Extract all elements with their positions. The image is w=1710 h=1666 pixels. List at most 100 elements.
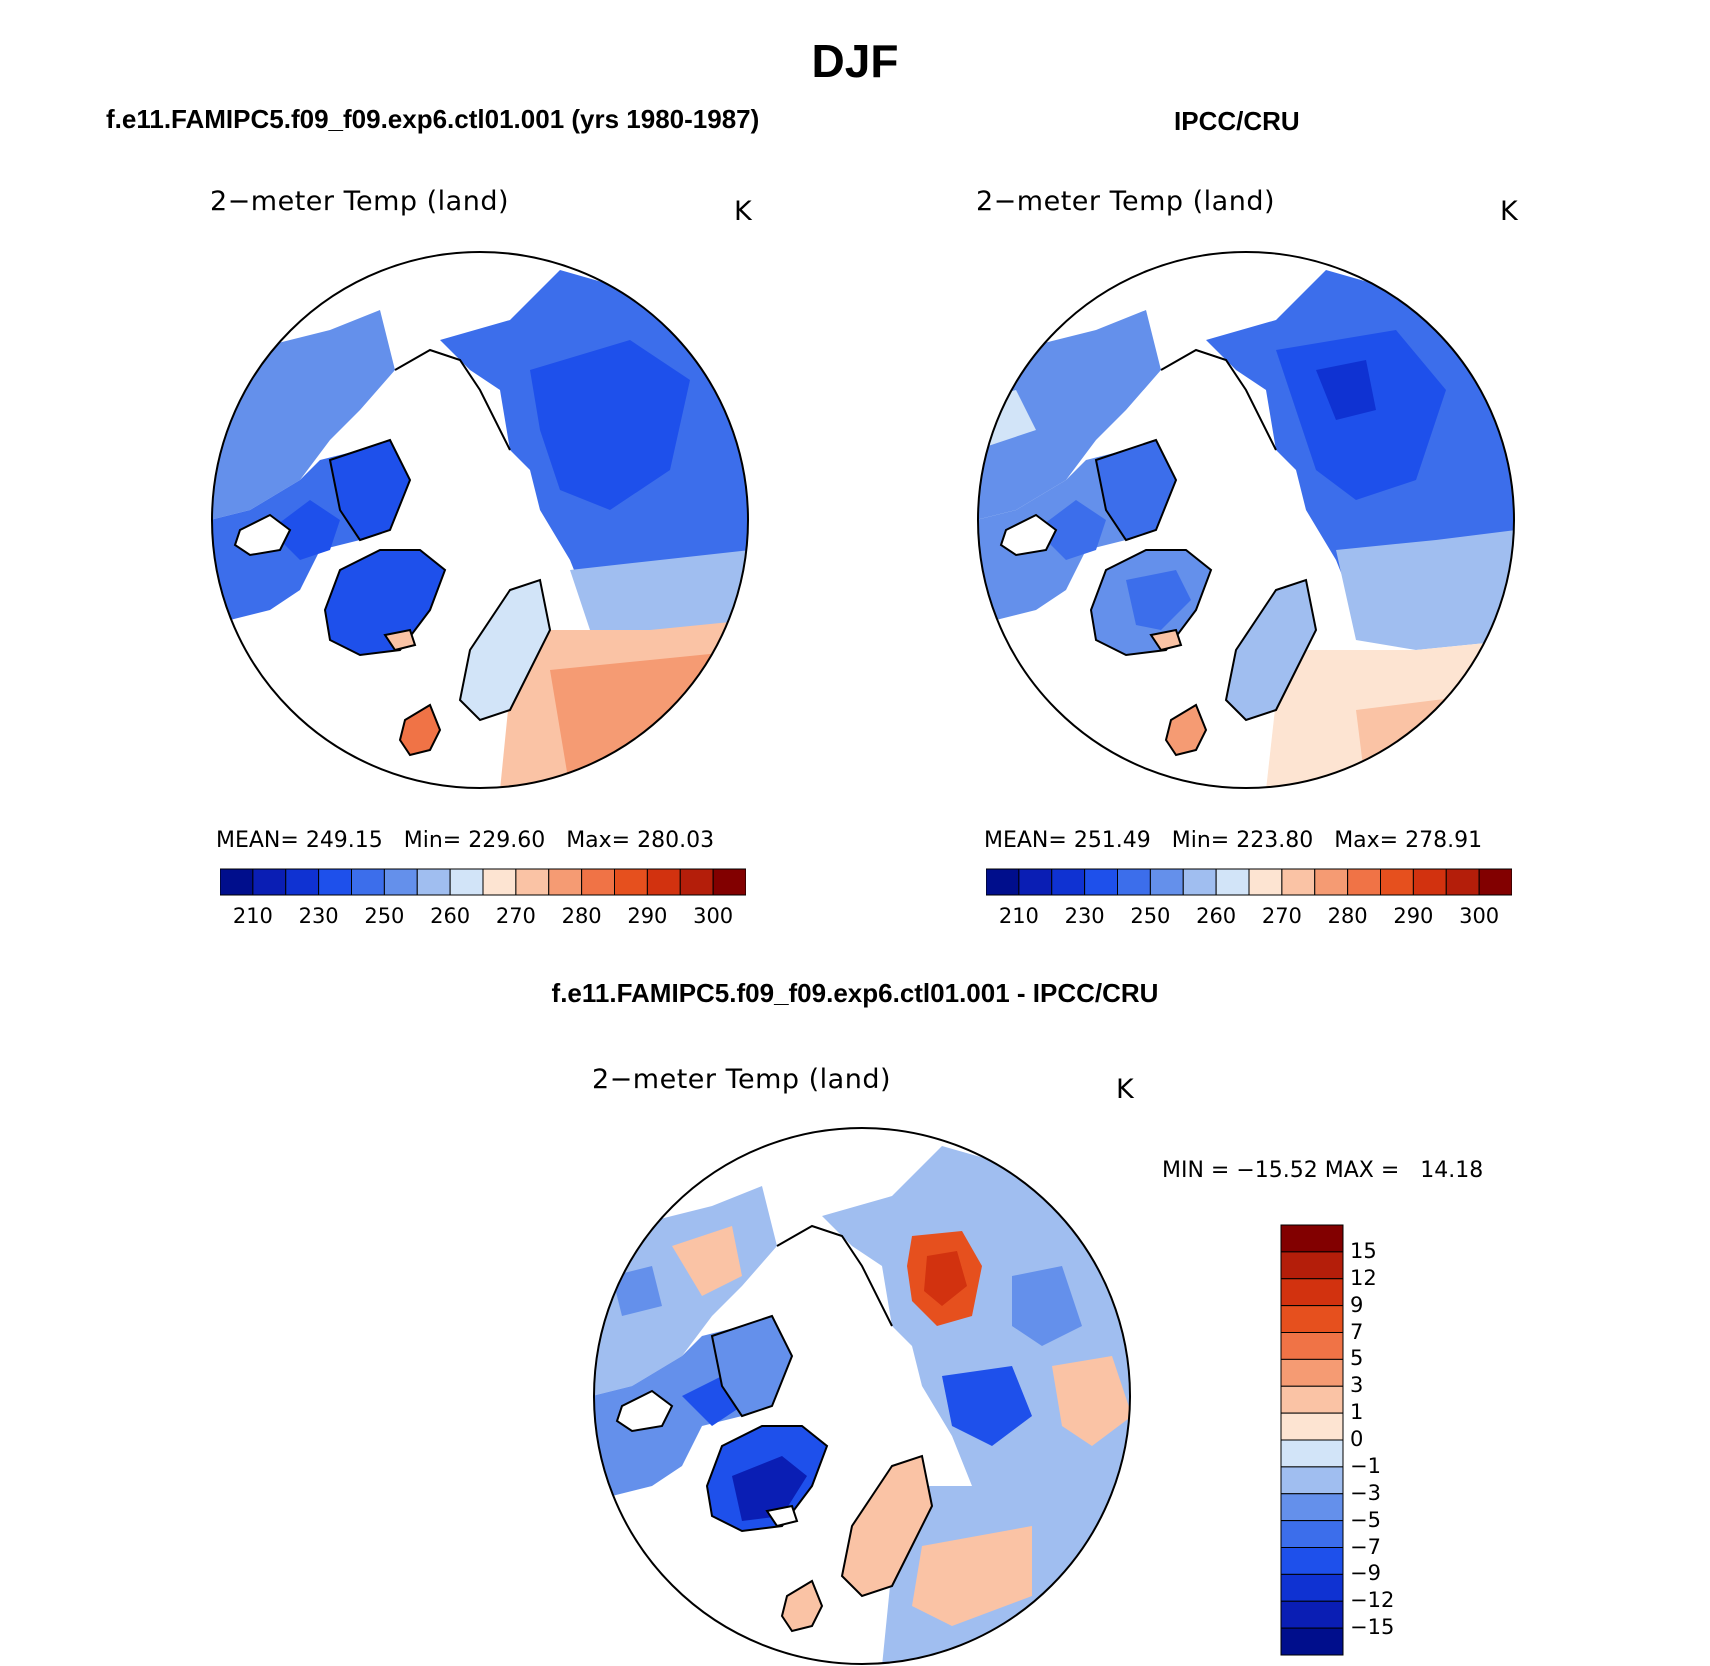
diff-colorbar-box	[1280, 1600, 1344, 1629]
model-variable-label: 2−meter Temp (land)	[210, 186, 509, 217]
obs-colorbar-box	[1051, 868, 1086, 896]
model-region-greenland	[323, 549, 447, 657]
diff-colorbar-box	[1280, 1278, 1344, 1307]
obs-colorbar-tick-label: 210	[998, 904, 1039, 928]
diff-colorbar	[1280, 1224, 1344, 1656]
model-colorbar-tick-label: 260	[430, 904, 471, 928]
diff-colorbar-box	[1280, 1305, 1344, 1334]
model-colorbar-box	[646, 868, 681, 896]
diff-colorbar-box	[1280, 1224, 1344, 1253]
diff-colorbar-box	[1280, 1493, 1344, 1522]
model-colorbar-box	[712, 868, 746, 896]
model-colorbar-box	[220, 868, 254, 896]
obs-colorbar-tick-label: 230	[1064, 904, 1105, 928]
model-colorbar-tick-label: 230	[298, 904, 339, 928]
diff-colorbar-box	[1280, 1251, 1344, 1280]
model-colorbar-box	[581, 868, 616, 896]
diff-colorbar-tick-label: −5	[1350, 1507, 1381, 1532]
diff-colorbar-tick-label: 5	[1350, 1346, 1364, 1371]
obs-colorbar	[986, 868, 1512, 896]
diff-units-label: K	[1116, 1074, 1135, 1105]
model-colorbar-tick-label: 290	[627, 904, 668, 928]
obs-colorbar-tick-label: 250	[1130, 904, 1171, 928]
diff-colorbar-box	[1280, 1439, 1344, 1468]
obs-colorbar-box	[1117, 868, 1151, 896]
diff-colorbar-tick-label: 9	[1350, 1292, 1364, 1317]
model-colorbar-tick-label: 300	[693, 904, 734, 928]
diff-colorbar-box	[1280, 1358, 1344, 1387]
model-colorbar-box	[614, 868, 648, 896]
diff-colorbar-tick-label: 7	[1350, 1319, 1364, 1344]
obs-colorbar-tick-label: 260	[1196, 904, 1237, 928]
diff-colorbar-tick-label: 15	[1350, 1238, 1377, 1263]
obs-polar-map	[977, 251, 1515, 789]
obs-colorbar-box	[1347, 868, 1382, 896]
obs-colorbar-box	[1182, 868, 1217, 896]
diff-colorbar-box	[1280, 1466, 1344, 1495]
diff-polar-map	[593, 1127, 1131, 1665]
obs-colorbar-box	[1215, 868, 1250, 896]
obs-colorbar-box	[986, 868, 1020, 896]
model-colorbar-box	[351, 868, 385, 896]
diff-colorbar-box	[1280, 1385, 1344, 1414]
model-units-label: K	[734, 196, 753, 227]
obs-colorbar-box	[1281, 868, 1316, 896]
diff-colorbar-box	[1280, 1520, 1344, 1549]
model-colorbar-box	[548, 868, 583, 896]
obs-colorbar-box	[1248, 868, 1283, 896]
model-colorbar-box	[482, 868, 517, 896]
figure-title: DJF	[811, 35, 899, 87]
obs-colorbar-box	[1412, 868, 1447, 896]
obs-colorbar-tick-label: 300	[1459, 904, 1500, 928]
diff-panel-heading: f.e11.FAMIPC5.f09_f09.exp6.ctl01.001 - I…	[551, 978, 1159, 1008]
diff-colorbar-tick-label: 12	[1350, 1265, 1377, 1290]
diff-colorbar-tick-label: 3	[1350, 1373, 1364, 1398]
model-colorbar	[220, 868, 746, 896]
obs-stats: MEAN= 251.49 Min= 223.80 Max= 278.91	[984, 828, 1483, 853]
diff-colorbar-tick-label: −3	[1350, 1480, 1381, 1505]
model-region-scandinavia	[458, 578, 552, 722]
model-colorbar-tick-label: 280	[561, 904, 602, 928]
model-colorbar-box	[449, 868, 484, 896]
model-stats: MEAN= 249.15 Min= 229.60 Max= 280.03	[216, 828, 715, 853]
obs-colorbar-box	[1149, 868, 1184, 896]
obs-colorbar-tick-label: 270	[1261, 904, 1302, 928]
obs-colorbar-tick-label: 290	[1393, 904, 1434, 928]
diff-colorbar-tick-label: 0	[1350, 1427, 1364, 1451]
diff-colorbar-tick-label: −12	[1350, 1588, 1395, 1613]
model-colorbar-tick-label: 270	[495, 904, 536, 928]
diff-colorbar-box	[1280, 1627, 1344, 1656]
model-colorbar-tick-label: 210	[232, 904, 273, 928]
diff-stats: MIN = −15.52 MAX = 14.18	[1162, 1158, 1484, 1183]
obs-panel-heading: IPCC/CRU	[1174, 106, 1300, 136]
obs-colorbar-box	[1380, 868, 1414, 896]
diff-colorbar-tick-label: −7	[1350, 1534, 1381, 1559]
diff-colorbar-box	[1280, 1412, 1344, 1441]
model-colorbar-box	[679, 868, 714, 896]
obs-colorbar-box	[1445, 868, 1480, 896]
diff-colorbar-labels: 15 12 9 7 5 3 1 0 −1 −3 −5 −7 −9 −12 −15	[1350, 1224, 1470, 1656]
diff-colorbar-tick-label: 1	[1350, 1400, 1364, 1425]
diff-colorbar-box	[1280, 1547, 1344, 1575]
model-colorbar-tick-label: 250	[364, 904, 405, 928]
diff-colorbar-tick-label: −15	[1350, 1615, 1395, 1640]
obs-units-label: K	[1500, 196, 1519, 227]
model-panel-heading: f.e11.FAMIPC5.f09_f09.exp6.ctl01.001 (yr…	[106, 104, 760, 134]
model-colorbar-box	[252, 868, 287, 896]
obs-variable-label: 2−meter Temp (land)	[976, 186, 1275, 217]
diff-colorbar-tick-label: −9	[1350, 1561, 1381, 1586]
diff-colorbar-box	[1280, 1573, 1344, 1602]
model-colorbar-box	[285, 868, 320, 896]
model-colorbar-box	[318, 868, 353, 896]
obs-colorbar-tick-label: 280	[1327, 904, 1368, 928]
model-colorbar-box	[383, 868, 418, 896]
obs-colorbar-box	[1478, 868, 1512, 896]
obs-colorbar-box	[1084, 868, 1119, 896]
diff-variable-label: 2−meter Temp (land)	[592, 1064, 891, 1095]
model-colorbar-box	[515, 868, 550, 896]
diff-colorbar-box	[1280, 1332, 1344, 1360]
model-polar-map	[211, 251, 749, 789]
diff-colorbar-tick-label: −1	[1350, 1453, 1381, 1478]
model-colorbar-box	[416, 868, 451, 896]
obs-colorbar-box	[1018, 868, 1053, 896]
